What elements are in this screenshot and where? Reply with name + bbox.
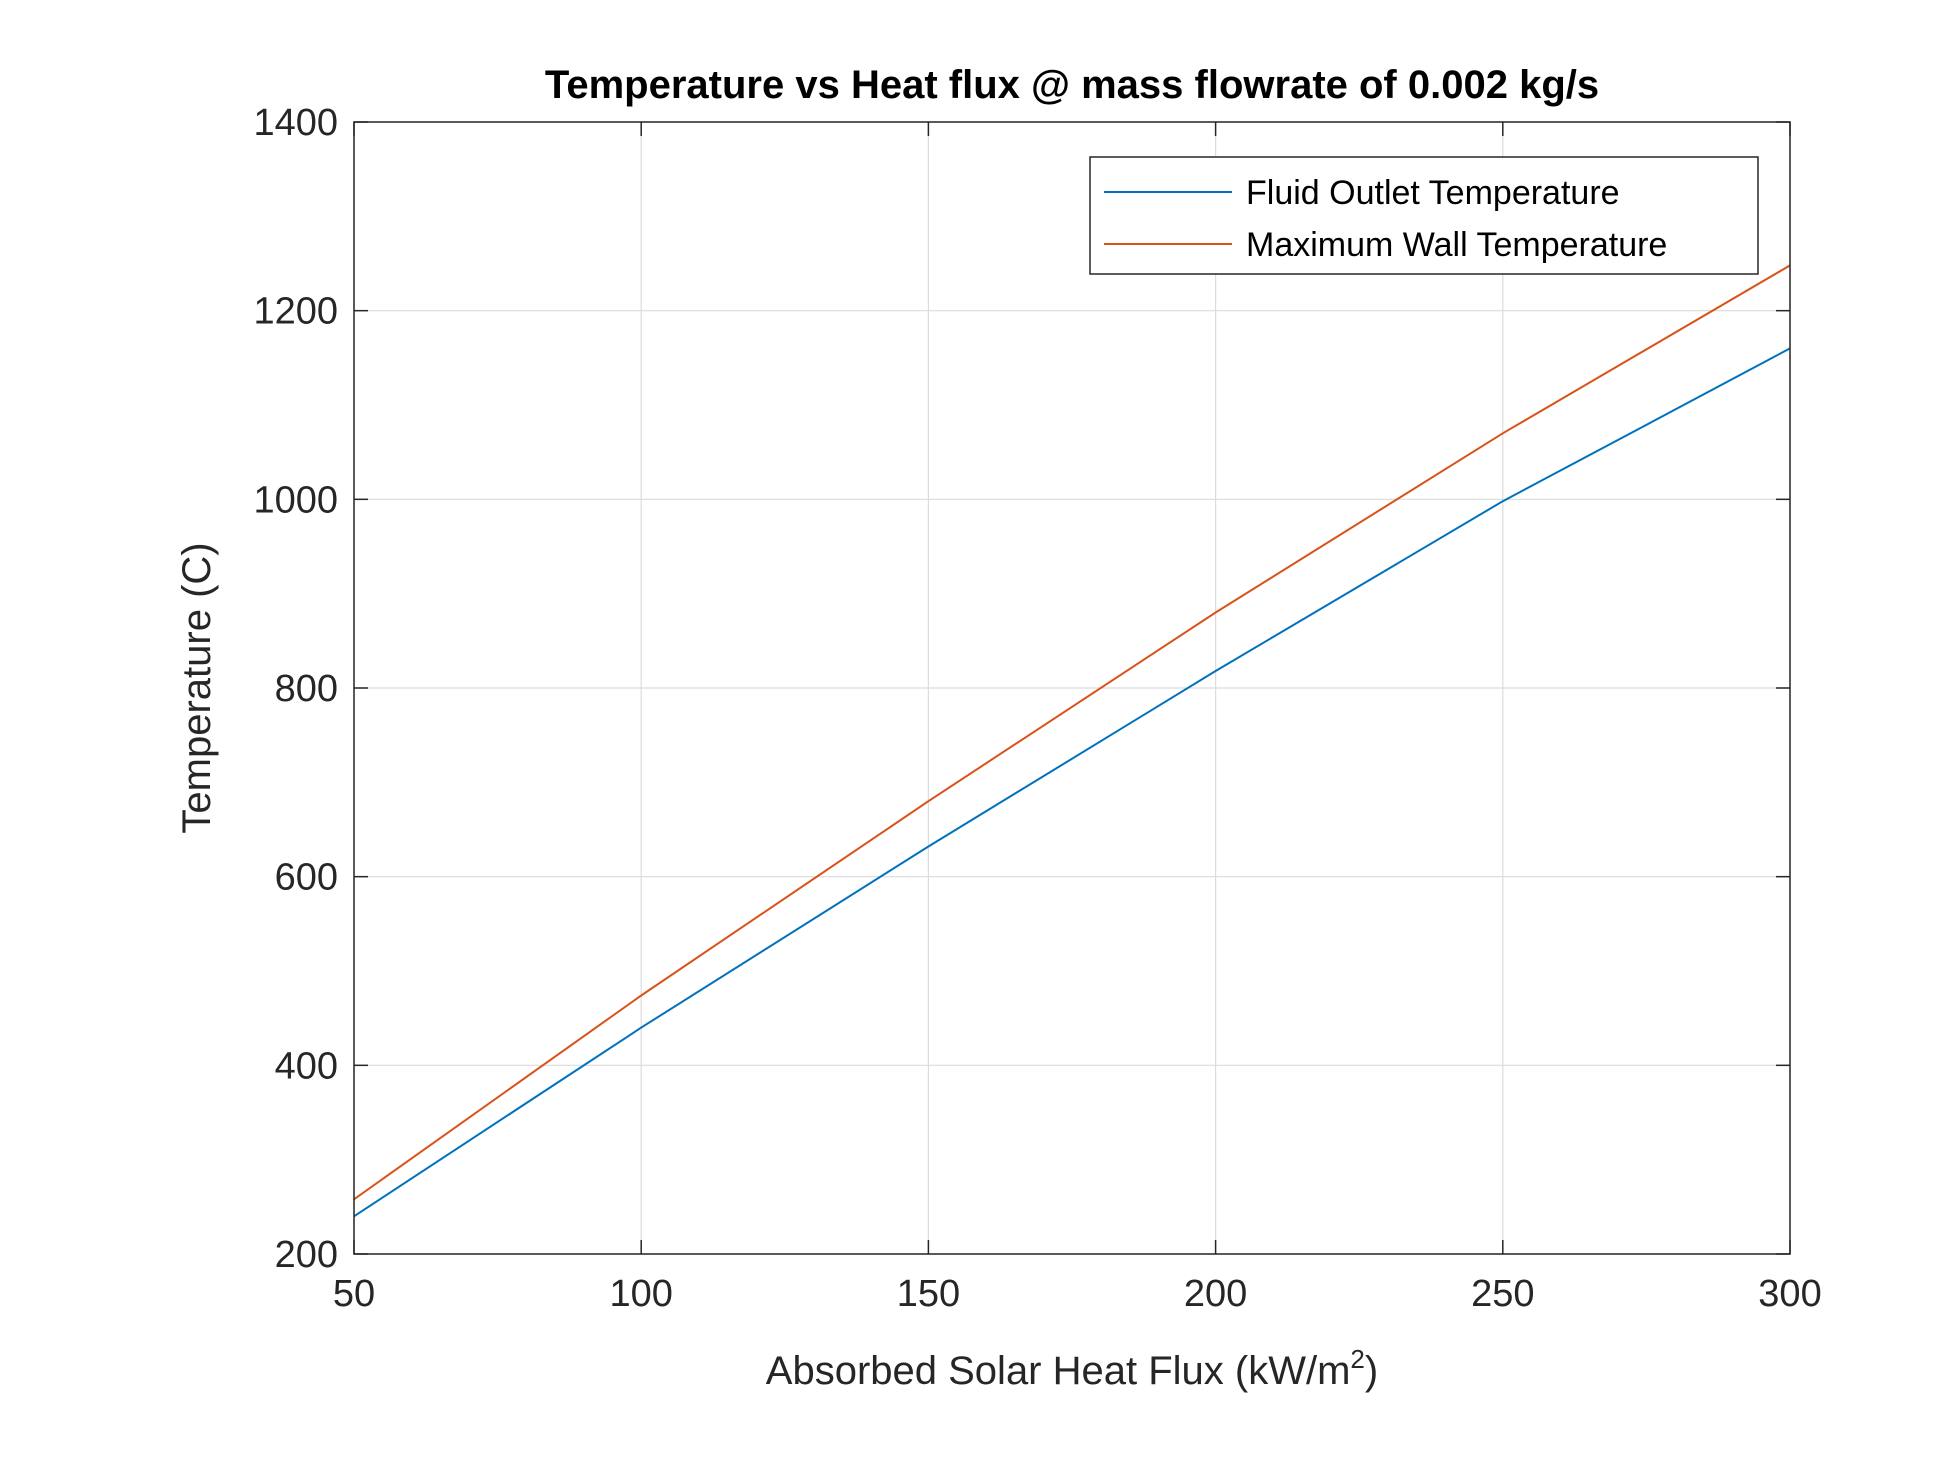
x-tick-label: 300 <box>1758 1273 1821 1315</box>
y-tick-label: 1400 <box>253 102 338 144</box>
legend-label-2: Maximum Wall Temperature <box>1246 226 1667 264</box>
x-axis-label-suffix: ) <box>1365 1349 1378 1393</box>
series-lines <box>353 264 1791 1218</box>
legend: Fluid Outlet Temperature Maximum Wall Tem… <box>1089 156 1759 275</box>
axis-ticks <box>353 121 1791 1255</box>
x-tick-label: 200 <box>1184 1273 1247 1315</box>
y-axis-label: Temperature (C) <box>175 542 219 833</box>
y-tick-label: 800 <box>275 668 338 710</box>
x-axis-label-superscript: 2 <box>1350 1344 1364 1374</box>
y-tick-label: 200 <box>275 1234 338 1276</box>
y-axis-tick-labels: 200 400 600 800 1000 1200 1400 <box>253 102 338 1276</box>
series-line-1 <box>353 347 1791 1218</box>
x-tick-label: 250 <box>1471 1273 1534 1315</box>
x-axis-label-main: Absorbed Solar Heat Flux (kW/m <box>766 1349 1351 1393</box>
legend-label-1: Fluid Outlet Temperature <box>1246 174 1620 212</box>
x-tick-label: 150 <box>897 1273 960 1315</box>
y-tick-label: 1200 <box>253 291 338 333</box>
x-axis-tick-labels: 50 100 150 200 250 300 <box>333 1273 1822 1315</box>
x-tick-label: 50 <box>333 1273 375 1315</box>
chart-title: Temperature vs Heat flux @ mass flowrate… <box>545 63 1599 107</box>
series-line-2 <box>353 264 1791 1201</box>
grid <box>353 121 1791 1255</box>
x-axis-label: Absorbed Solar Heat Flux (kW/m2) <box>766 1344 1378 1393</box>
x-tick-label: 100 <box>609 1273 672 1315</box>
y-tick-label: 1000 <box>253 479 338 521</box>
y-tick-label: 600 <box>275 857 338 899</box>
y-tick-label: 400 <box>275 1045 338 1087</box>
legend-box <box>1089 156 1759 275</box>
